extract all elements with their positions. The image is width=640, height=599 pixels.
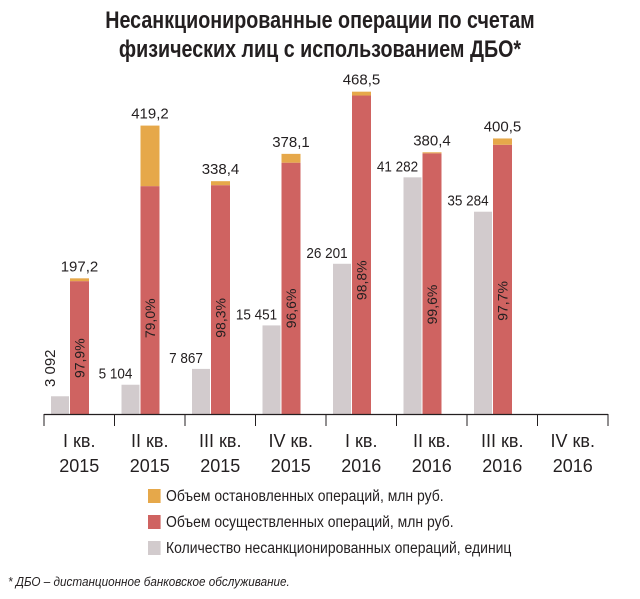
x-tick-label-quarter: IV кв.: [551, 431, 595, 451]
total-label: 468,5: [343, 72, 381, 89]
x-tick-label-quarter: II кв.: [131, 431, 168, 451]
count-bar: [403, 177, 422, 414]
legend-item-count: Количество несанкционированных операций,…: [148, 540, 511, 558]
stopped-bar: [211, 181, 230, 186]
x-tick-label-quarter: IV кв.: [269, 431, 313, 451]
count-bar: [262, 325, 281, 414]
legend-label-count: Количество несанкционированных операций,…: [166, 540, 512, 557]
count-label: 41 282: [377, 159, 418, 176]
total-label: 378,1: [272, 134, 310, 151]
count-bar: [121, 384, 140, 414]
executed-bar: [422, 153, 442, 414]
share-label: 99,6%: [424, 285, 440, 325]
total-label: 197,2: [61, 258, 99, 275]
legend-swatch-executed: [148, 515, 161, 529]
stopped-bar: [281, 153, 301, 163]
legend-swatch-stopped: [148, 489, 161, 503]
count-bar: [333, 263, 351, 414]
x-tick-label-year: 2015: [271, 456, 311, 476]
x-tick-label-year: 2015: [200, 456, 240, 476]
x-tick-label-year: 2016: [412, 456, 452, 476]
share-label: 97,7%: [495, 281, 511, 321]
x-tick-label-quarter: I кв.: [63, 431, 95, 451]
legend-item-executed: Объем осуществленных операций, млн руб.: [148, 514, 454, 532]
x-tick-label-quarter: I кв.: [345, 431, 377, 451]
stopped-bar: [140, 125, 160, 187]
share-label: 79,0%: [142, 298, 158, 338]
x-tick-label-quarter: III кв.: [199, 431, 241, 451]
x-tick-label-year: 2015: [130, 456, 170, 476]
executed-bar: [140, 186, 160, 414]
count-bar: [51, 396, 69, 414]
count-label: 26 201: [306, 245, 347, 262]
share-label: 97,9%: [72, 338, 88, 378]
executed-bar: [70, 281, 89, 414]
count-label: 5 104: [99, 366, 133, 383]
count-label: 3 092: [42, 349, 59, 387]
count-label: 35 284: [447, 193, 488, 210]
x-tick-label-year: 2016: [341, 456, 381, 476]
chart-title: Несанкционированные операции по счетам ф…: [58, 6, 583, 64]
total-label: 338,4: [202, 161, 240, 178]
stopped-bar: [493, 138, 512, 145]
bar-chart: 3 092 197,2 97,9% I кв. 2015 5 104 419,2 79,0% I…: [42, 72, 609, 476]
x-tick-label-year: 2016: [482, 456, 522, 476]
count-bar: [474, 211, 492, 414]
x-tick-label-quarter: III кв.: [481, 431, 523, 451]
share-label: 98,3%: [213, 298, 229, 338]
footnote: * ДБО – дистанционное банковское обслужи…: [8, 574, 290, 589]
x-tick-label-year: 2016: [553, 456, 593, 476]
x-tick-label-quarter: II кв.: [413, 431, 450, 451]
legend-swatch-count: [148, 541, 161, 555]
legend-item-stopped: Объем остановленных операций, млн руб.: [148, 488, 444, 506]
chart-title-line-2: физических лиц с использованием ДБО*: [118, 36, 522, 63]
chart-title-line-1: Несанкционированные операции по счетам: [105, 7, 535, 34]
total-label: 419,2: [131, 106, 169, 123]
count-label: 15 451: [236, 307, 277, 324]
stopped-bar: [70, 278, 89, 282]
count-label: 7 867: [169, 350, 203, 367]
stopped-bar: [422, 152, 442, 154]
stopped-bar: [352, 91, 371, 96]
executed-bar: [493, 144, 512, 415]
total-label: 400,5: [484, 118, 522, 135]
executed-bar: [352, 95, 371, 414]
total-label: 380,4: [413, 132, 451, 149]
legend-label-executed: Объем осуществленных операций, млн руб.: [166, 514, 454, 531]
executed-bar: [281, 162, 301, 414]
x-tick-label-year: 2015: [59, 456, 99, 476]
legend-label-stopped: Объем остановленных операций, млн руб.: [166, 488, 444, 505]
share-label: 96,6%: [283, 289, 299, 329]
count-bar: [192, 368, 210, 414]
executed-bar: [211, 185, 230, 414]
share-label: 98,8%: [354, 260, 370, 300]
